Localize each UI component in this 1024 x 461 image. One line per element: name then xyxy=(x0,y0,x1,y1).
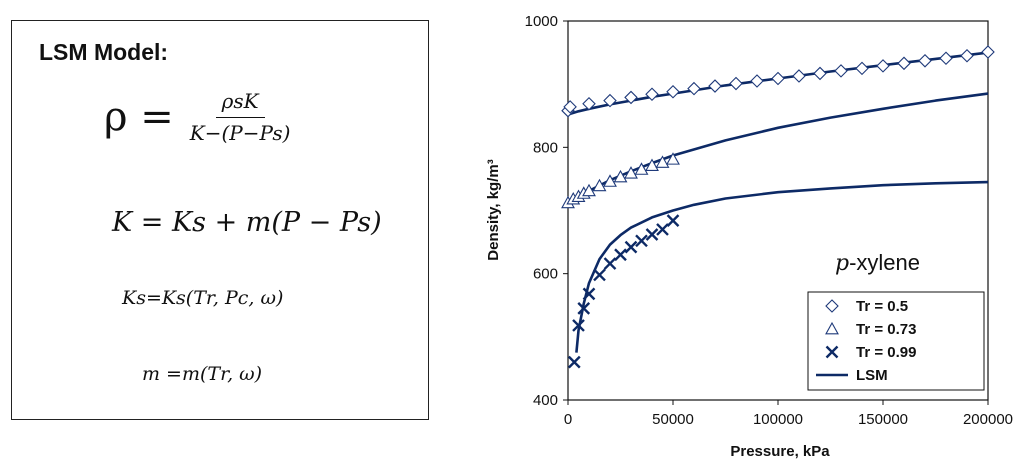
data-point-diamond xyxy=(582,96,596,111)
data-point-x xyxy=(614,248,627,262)
data-point-x xyxy=(624,240,638,254)
data-point-diamond xyxy=(876,59,890,73)
density-equation: ρ = ρsK K−(P−Ps) xyxy=(104,89,296,145)
data-point-diamond xyxy=(918,54,932,68)
data-point-triangle xyxy=(582,183,596,197)
data-point-diamond xyxy=(960,48,974,63)
legend-entry: Tr = 0.73 xyxy=(856,321,916,338)
data-point-x xyxy=(656,223,669,236)
compound-annotation-text: -xylene xyxy=(849,250,920,275)
lsm-curve xyxy=(575,180,989,353)
data-point-triangle xyxy=(634,162,649,175)
data-point-triangle xyxy=(666,152,680,165)
data-point-diamond xyxy=(750,74,764,88)
data-point-diamond xyxy=(645,87,659,102)
legend-entry: Tr = 0.99 xyxy=(856,344,916,361)
data-point-triangle xyxy=(645,158,659,172)
data-point-x xyxy=(635,234,648,248)
y-tick-label: 1000 xyxy=(525,13,558,30)
data-point-x xyxy=(567,355,581,369)
y-tick-label: 800 xyxy=(533,139,558,156)
legend-marker xyxy=(825,321,839,335)
data-point-diamond xyxy=(708,79,722,93)
m-equation: m =m(Tr, ω) xyxy=(142,363,263,385)
compound-annotation-italic: p xyxy=(835,251,849,276)
data-point-x xyxy=(603,257,617,270)
x-axis-label: Pressure, kPa xyxy=(730,443,830,460)
data-point-triangle xyxy=(655,155,670,168)
x-tick-label: 150000 xyxy=(858,411,908,428)
density-equation-lhs: ρ = xyxy=(104,94,174,140)
data-point-diamond xyxy=(729,76,743,91)
y-tick-label: 400 xyxy=(533,392,558,409)
density-chart: 0 50000 100000 150000 200000 400 600 800 1000 Tr … xyxy=(485,13,1013,460)
data-point-diamond xyxy=(813,66,827,81)
density-equation-numerator: ρsK xyxy=(215,89,265,118)
data-point-diamond xyxy=(666,84,680,99)
density-equation-denominator: K−(P−Ps) xyxy=(189,121,291,145)
data-point-x xyxy=(582,287,596,301)
data-point-diamond xyxy=(624,90,638,105)
compound-annotation: p-xylene xyxy=(835,250,920,276)
data-point-diamond xyxy=(834,64,848,78)
data-point-x xyxy=(593,268,606,282)
data-point-diamond xyxy=(603,93,617,108)
data-point-diamond xyxy=(563,100,577,114)
x-tick-label: 50000 xyxy=(652,411,694,428)
data-point-diamond xyxy=(792,69,806,83)
model-title: LSM Model: xyxy=(39,39,169,65)
data-point-x xyxy=(577,302,591,315)
y-tick-label: 600 xyxy=(533,266,558,283)
legend-marker xyxy=(825,299,839,313)
data-point-triangle xyxy=(603,174,617,187)
density-equation-fraction: ρsK K−(P−Ps) xyxy=(184,89,297,145)
legend-entry: Tr = 0.5 xyxy=(856,298,908,315)
y-axis-label: Density, kg/m³ xyxy=(485,159,502,260)
data-point-diamond xyxy=(687,81,701,96)
data-point-diamond xyxy=(981,45,995,59)
data-point-diamond xyxy=(939,51,953,66)
x-tick-label: 200000 xyxy=(963,411,1013,428)
data-point-x xyxy=(666,214,680,227)
lsm-curve xyxy=(567,92,989,205)
data-point-diamond xyxy=(897,56,911,71)
data-point-diamond xyxy=(855,61,869,76)
data-point-triangle xyxy=(613,169,628,183)
bulk-modulus-equation: K = Ks + m(P − Ps) xyxy=(112,207,382,238)
data-point-diamond xyxy=(771,71,785,86)
x-tick-label: 100000 xyxy=(753,411,803,428)
data-point-triangle xyxy=(624,166,638,179)
legend-marker xyxy=(825,345,839,359)
data-point-x xyxy=(645,228,659,241)
data-point-triangle xyxy=(592,178,607,192)
ks-equation: Ks=Ks(Tr, Pc, ω) xyxy=(122,287,284,309)
x-tick-label: 0 xyxy=(564,411,572,428)
legend-entry: LSM xyxy=(856,367,888,384)
lsm-model-box: LSM Model: ρ = ρsK K−(P−Ps) K = Ks + m(P… xyxy=(11,20,429,420)
data-point-x xyxy=(572,319,585,332)
legend-box xyxy=(807,291,985,391)
